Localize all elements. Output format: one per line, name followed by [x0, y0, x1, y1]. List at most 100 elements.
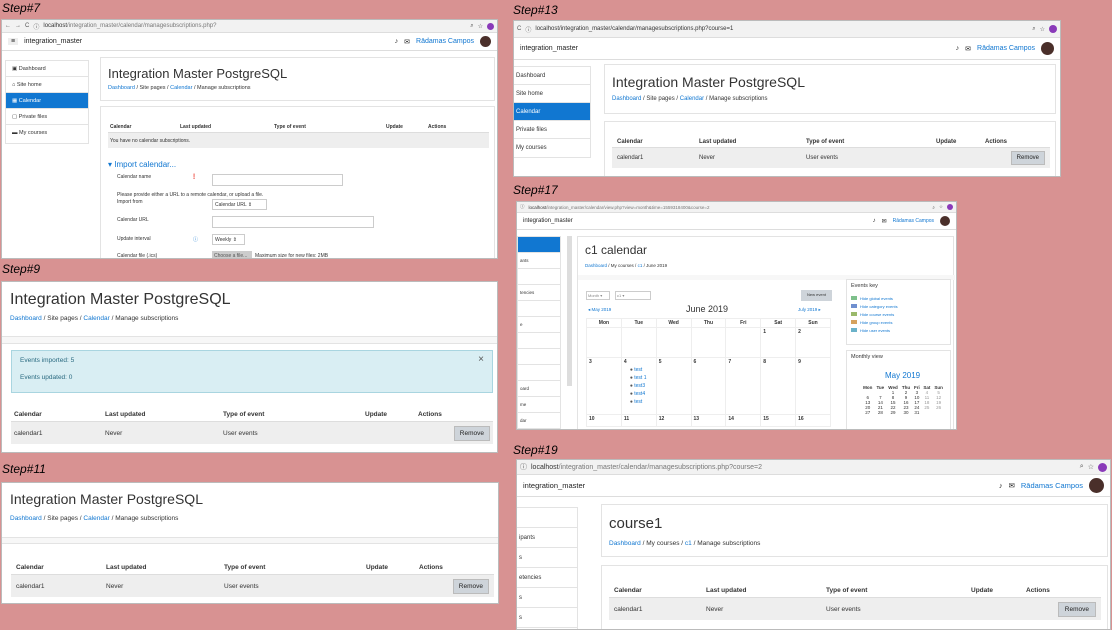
day-cell[interactable]: 13 [690, 414, 727, 427]
sidebar-item[interactable]: s [517, 548, 577, 568]
brand[interactable]: integration_master [24, 38, 83, 45]
mini-day[interactable]: 12 [936, 395, 942, 400]
day-cell[interactable] [620, 327, 657, 358]
mini-day[interactable]: 28 [877, 410, 883, 415]
day-cell[interactable]: 5 [655, 357, 692, 415]
day-cell[interactable]: 3 [586, 357, 622, 415]
mini-day[interactable]: 16 [903, 400, 909, 405]
sidebar-item-site-home[interactable]: ⌂ Site home [6, 77, 88, 93]
breadcrumb-dashboard[interactable]: Dashboard [108, 85, 135, 91]
breadcrumb-dashboard[interactable]: Dashboard [10, 515, 42, 522]
reload-icon[interactable]: C [25, 23, 30, 29]
day-cell[interactable]: 1 [760, 327, 797, 358]
avatar[interactable] [940, 216, 950, 226]
mini-day[interactable]: 7 [879, 395, 882, 400]
mini-day[interactable]: 11 [924, 395, 930, 400]
mini-day[interactable]: 20 [865, 405, 871, 410]
day-cell[interactable]: 7 [725, 357, 762, 415]
mini-day[interactable]: 1 [891, 390, 895, 395]
reload-icon[interactable]: C [517, 26, 522, 32]
day-cell[interactable]: 6 [690, 357, 727, 415]
mini-day[interactable]: 31 [914, 410, 920, 415]
profile-icon[interactable] [947, 204, 953, 210]
mini-day[interactable]: 29 [890, 410, 896, 415]
breadcrumb-dashboard[interactable]: Dashboard [585, 263, 608, 268]
sidebar-item-calendar[interactable]: ▦ Calendar [6, 93, 88, 109]
events-key-item[interactable]: Hide global events [851, 295, 898, 303]
day-cell[interactable]: 11 [620, 414, 657, 427]
events-key-item[interactable]: Hide group events [851, 319, 898, 327]
breadcrumb-dashboard[interactable]: Dashboard [10, 315, 42, 322]
sidebar-item[interactable]: ipants [517, 528, 577, 548]
message-icon[interactable]: ✉ [1008, 481, 1015, 490]
bell-icon[interactable]: ♪ [955, 45, 960, 52]
mini-day[interactable]: 9 [904, 395, 908, 400]
day-cell[interactable]: 12 [655, 414, 692, 427]
import-from-select[interactable]: Calendar URL ⇕ [212, 199, 267, 210]
sidebar-item[interactable] [518, 269, 560, 285]
day-cell[interactable] [690, 327, 727, 358]
day-cell[interactable] [655, 327, 692, 358]
profile-icon[interactable] [487, 22, 494, 30]
sidebar-item[interactable]: s [517, 588, 577, 608]
avatar[interactable] [1041, 42, 1054, 55]
star-icon[interactable]: ☆ [1039, 26, 1045, 33]
avatar[interactable] [1089, 478, 1104, 493]
remove-button[interactable]: Remove [1010, 151, 1045, 165]
prev-month-link[interactable]: ◂ May 2019 [588, 307, 612, 312]
scrollbar[interactable] [567, 236, 572, 386]
message-icon[interactable]: ✉ [881, 218, 887, 225]
star-icon[interactable]: ☆ [1087, 464, 1094, 471]
search-icon[interactable]: ⌕ [1079, 463, 1084, 470]
breadcrumb-dashboard[interactable]: Dashboard [612, 96, 642, 102]
user-name[interactable]: Rādamas Campos [1020, 481, 1083, 490]
sidebar-item-site-home[interactable]: Site home [514, 85, 590, 103]
sidebar-item-private-files[interactable]: ▢ Private files [6, 109, 88, 125]
next-month-link[interactable]: July 2019 ▸ [798, 307, 821, 312]
brand[interactable]: integration_master [520, 45, 578, 52]
user-name[interactable]: Rādamas Campos [977, 45, 1035, 52]
sidebar-item[interactable] [518, 365, 560, 381]
search-icon[interactable]: ⌕ [1032, 25, 1036, 32]
mini-day[interactable]: 4 [925, 390, 929, 395]
address-bar[interactable]: localhost/integration_master/calendar/ma… [43, 23, 217, 29]
mini-day[interactable]: 23 [903, 405, 909, 410]
sidebar-item[interactable] [517, 508, 577, 528]
mini-day[interactable]: 24 [914, 405, 920, 410]
message-icon[interactable]: ✉ [965, 45, 972, 53]
sidebar-item[interactable] [518, 301, 560, 317]
sidebar-item[interactable]: etencies [517, 568, 577, 588]
bell-icon[interactable]: ♪ [998, 481, 1003, 490]
mini-day[interactable]: 22 [890, 405, 896, 410]
day-cell[interactable]: 10 [586, 414, 622, 427]
breadcrumb-calendar[interactable]: Calendar [170, 85, 193, 91]
remove-button[interactable]: Remove [1057, 601, 1096, 617]
day-cell[interactable]: 15 [760, 414, 797, 427]
sidebar-item[interactable]: tencies [518, 285, 560, 301]
sidebar-item-dashboard[interactable]: ▣ Dashboard [6, 61, 88, 77]
hamburger-icon[interactable]: ≡ [8, 38, 19, 45]
sidebar-item-private-files[interactable]: Private files [514, 121, 590, 139]
update-interval-select[interactable]: Weekly ⇕ [212, 234, 245, 245]
sidebar-item[interactable]: oard [518, 381, 560, 397]
profile-icon[interactable] [1098, 462, 1107, 472]
sidebar-item[interactable]: me [518, 397, 560, 413]
day-cell[interactable] [725, 327, 762, 358]
breadcrumb-c1[interactable]: c1 [684, 540, 692, 547]
event-link[interactable]: ● test [624, 367, 654, 373]
help-icon[interactable]: ⓘ [193, 237, 199, 243]
calendar-url-input[interactable] [212, 216, 374, 228]
sidebar-item[interactable]: s [517, 608, 577, 628]
search-icon[interactable]: ⌕ [470, 22, 474, 29]
calendar-name-input[interactable] [212, 174, 343, 186]
new-event-button[interactable]: New event [801, 290, 832, 301]
forward-icon[interactable]: → [15, 23, 21, 29]
mini-day[interactable]: 30 [903, 410, 909, 415]
sidebar-item[interactable]: ants [518, 253, 560, 269]
sidebar-item[interactable] [518, 237, 560, 253]
mini-day[interactable]: 17 [914, 400, 920, 405]
breadcrumb-calendar[interactable]: Calendar [83, 315, 110, 322]
message-icon[interactable]: ✉ [404, 38, 411, 46]
breadcrumb-calendar[interactable]: Calendar [83, 515, 110, 522]
mini-day[interactable]: 6 [866, 395, 870, 400]
